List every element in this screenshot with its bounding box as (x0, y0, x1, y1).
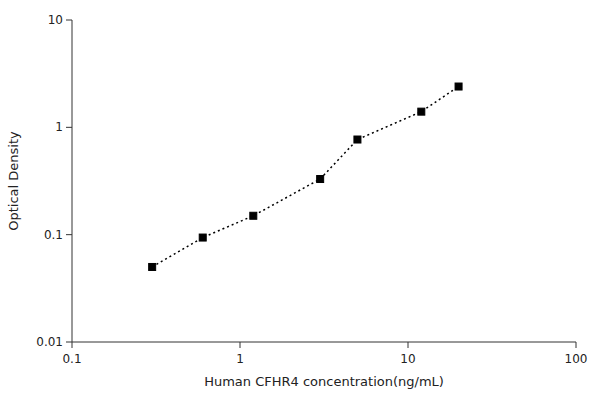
y-tick-label: 0.01 (36, 335, 63, 349)
y-tick-label: 0.1 (44, 228, 63, 242)
x-axis-label: Human CFHR4 concentration(ng/mL) (204, 374, 444, 389)
data-point (149, 263, 156, 270)
y-tick (66, 342, 72, 343)
x-axis-line (72, 342, 576, 343)
y-tick-label: 10 (48, 13, 63, 27)
data-point (199, 234, 206, 241)
data-point (418, 108, 425, 115)
x-tick (72, 342, 73, 348)
y-axis-line (72, 20, 73, 342)
y-tick (66, 127, 72, 128)
chart-container: 0.1 1 10 100 0.01 0.1 1 10 Human CFHR4 concentra… (0, 0, 600, 400)
y-axis-label: Optical Density (6, 131, 21, 231)
x-tick (240, 342, 241, 348)
y-tick-label: 1 (55, 120, 63, 134)
x-tick-label: 10 (400, 352, 415, 366)
data-line (152, 87, 458, 267)
data-point (455, 83, 462, 90)
x-tick (576, 342, 577, 348)
x-tick (408, 342, 409, 348)
chart-svg: 0.1 1 10 100 0.01 0.1 1 10 Human CFHR4 concentra… (0, 0, 600, 400)
y-tick (66, 20, 72, 21)
data-point (250, 212, 257, 219)
y-tick (66, 234, 72, 235)
plot-area (149, 83, 462, 270)
x-tick-label: 1 (236, 352, 244, 366)
axes: 0.1 1 10 100 0.01 0.1 1 10 (36, 13, 587, 366)
data-point (317, 176, 324, 183)
data-point (354, 136, 361, 143)
x-tick-label: 0.1 (62, 352, 81, 366)
x-tick-label: 100 (565, 352, 588, 366)
